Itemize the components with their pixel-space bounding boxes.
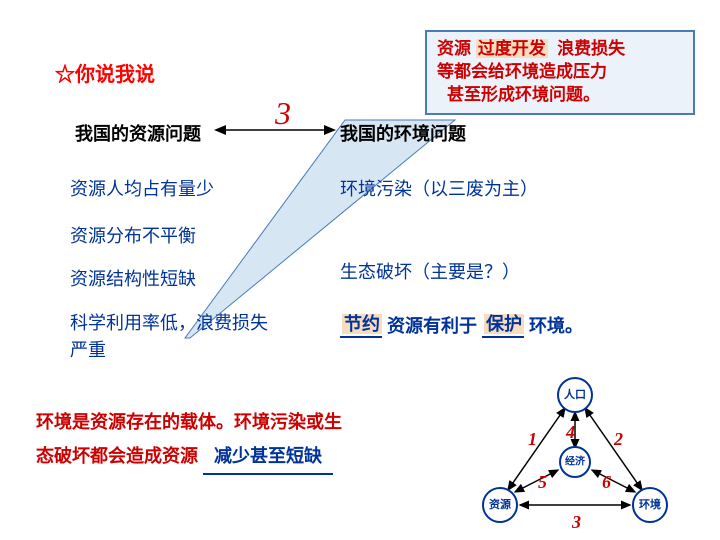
node-left: 资源	[489, 497, 511, 511]
node-right: 环境	[639, 497, 661, 511]
fill-a: 节约	[342, 314, 382, 334]
left-item-1: 资源分布不平衡	[70, 222, 196, 248]
left-item-2: 资源结构性短缺	[70, 265, 196, 291]
tri-num-3: 3	[571, 512, 581, 532]
left-header: 我国的资源问题	[75, 120, 201, 146]
left-item-0: 资源人均占有量少	[70, 175, 214, 201]
left-item-3: 科学利用率低，浪费损失严重	[70, 310, 280, 364]
bottom-red: 环境是资源存在的载体。环境污染或生 态破坏都会造成资源 减少甚至短缺	[36, 405, 342, 475]
right-item-1: 生态破坏（主要是？）	[340, 258, 520, 284]
bottom-l1: 环境是资源存在的载体。环境污染或生	[36, 405, 342, 439]
tri-num-6: 6	[602, 472, 611, 492]
tri-num-4: 4	[565, 422, 575, 442]
bottom-l2a: 态破坏都会造成资源	[36, 446, 198, 466]
triangle-diagram: 人口 资源 环境 经济 1 2 3 4 5 6	[450, 370, 700, 540]
callout-box: 资源 过度开发 浪费损失 等都会给环境造成压力 甚至形成环境问题。	[425, 30, 695, 115]
tri-num-5: 5	[538, 472, 547, 492]
callout-l3: 甚至形成环境问题。	[437, 84, 683, 107]
bottom-ans: 减少甚至短缺	[214, 446, 322, 466]
callout-l2: 等都会给环境造成压力	[437, 61, 683, 84]
tri-num-1: 1	[528, 429, 537, 449]
node-top: 人口	[564, 387, 586, 401]
connector-number: 3	[275, 95, 291, 132]
callout-l1a: 资源	[437, 39, 471, 58]
page-title: ☆你说我说	[55, 58, 155, 87]
fill-b: 保护	[484, 314, 524, 334]
fill-mid: 资源有利于	[387, 316, 477, 336]
callout-l1b: 过度开发	[476, 39, 548, 58]
right-header: 我国的环境问题	[340, 120, 466, 146]
fill-sentence: 节约 资源有利于 保护 环境。	[340, 312, 583, 338]
node-center: 经济	[565, 455, 586, 468]
fill-tail: 环境。	[529, 316, 583, 336]
callout-l1c: 浪费损失	[557, 39, 625, 58]
tri-num-2: 2	[613, 429, 623, 449]
right-item-0: 环境污染（以三废为主）	[340, 175, 538, 201]
